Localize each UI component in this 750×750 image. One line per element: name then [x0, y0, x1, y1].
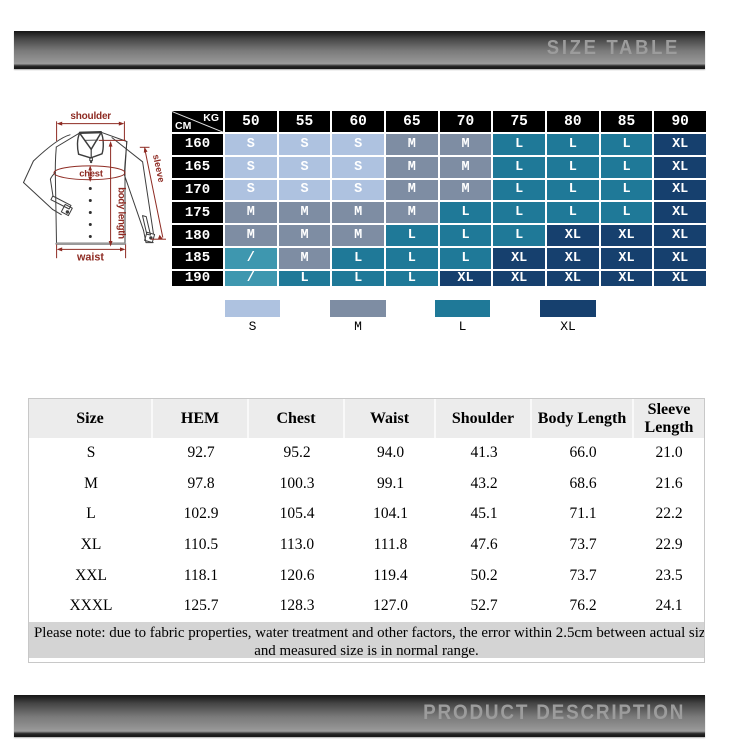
- svg-text:shoulder: shoulder: [70, 111, 111, 122]
- svg-text:body length: body length: [115, 187, 126, 239]
- svg-text:chest: chest: [79, 168, 103, 179]
- svg-text:sleeve: sleeve: [151, 153, 167, 183]
- svg-text:waist: waist: [76, 252, 104, 264]
